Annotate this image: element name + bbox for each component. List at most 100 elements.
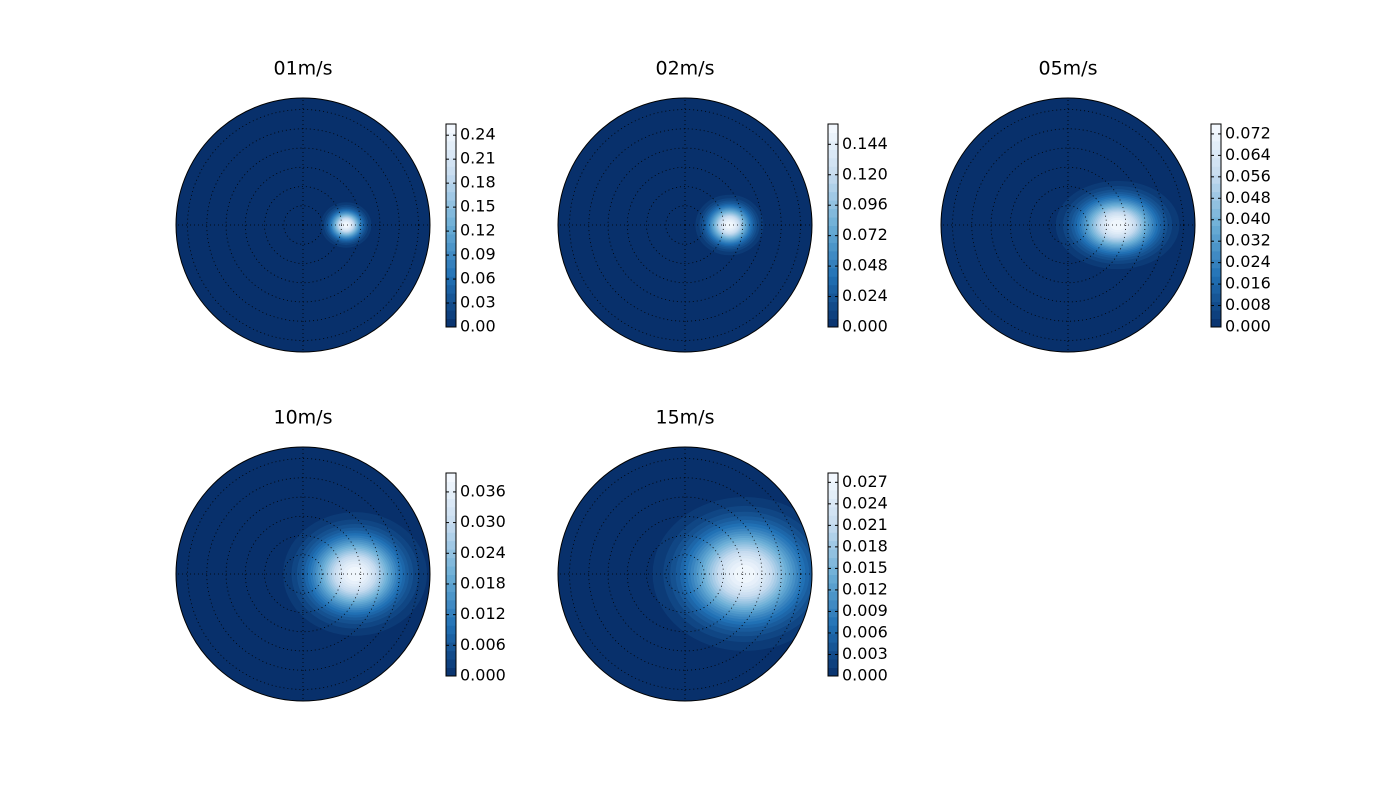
colorbar-band xyxy=(1211,276,1221,286)
colorbar-tick-label: 0.018 xyxy=(460,573,506,592)
colorbar-band xyxy=(1211,166,1221,176)
colorbar-band xyxy=(828,616,838,626)
contour-band xyxy=(343,222,350,228)
colorbar-band xyxy=(446,625,456,635)
colorbar-tick-label: 0.040 xyxy=(1225,209,1271,228)
colorbar-band xyxy=(828,650,838,660)
colorbar-band xyxy=(828,608,838,618)
colorbar-band xyxy=(446,217,456,226)
colorbar-band xyxy=(1211,157,1221,167)
colorbar-band xyxy=(446,267,456,277)
polar-grid-ring xyxy=(244,166,362,284)
polar-grid-ring xyxy=(646,535,724,613)
colorbar-band xyxy=(1211,183,1221,193)
colorbar-band xyxy=(446,582,456,592)
colorbar-frame xyxy=(827,123,839,328)
colorbar-band xyxy=(1211,225,1221,235)
colorbar-band xyxy=(828,191,838,201)
colorbar-tick-label: 0.120 xyxy=(842,164,888,183)
colorbar-band xyxy=(446,200,456,210)
polar-grid-ring xyxy=(569,458,801,690)
colorbar-band xyxy=(446,557,456,567)
colorbar-tick-label: 0.006 xyxy=(460,635,506,654)
colorbar-band xyxy=(446,642,456,652)
colorbar-tick-label: 0.06 xyxy=(460,269,496,288)
colorbar-band xyxy=(828,506,838,516)
polar-grid-ring xyxy=(665,554,705,594)
colorbar-band xyxy=(446,157,456,167)
contour-band xyxy=(734,565,756,583)
colorbar-band xyxy=(1211,149,1221,159)
colorbar-band xyxy=(1211,242,1221,252)
colorbar-band xyxy=(446,523,456,533)
colorbar-band xyxy=(1211,140,1221,150)
colorbar-band xyxy=(1211,233,1221,243)
colorbar-band xyxy=(1211,250,1221,260)
polar-grid-ring xyxy=(187,109,419,341)
colorbar-band xyxy=(1211,200,1221,210)
colorbar-band xyxy=(446,233,456,243)
colorbar-band xyxy=(828,174,838,184)
colorbar-band xyxy=(828,515,838,525)
colorbar-band xyxy=(828,582,838,592)
colorbar-band xyxy=(1211,259,1221,269)
polar-frame xyxy=(175,446,431,702)
colorbar-band xyxy=(828,473,838,482)
polar-grid-ring xyxy=(1029,186,1107,264)
colorbar-tick-label: 0.024 xyxy=(1225,252,1271,271)
colorbar-band xyxy=(1211,208,1221,218)
colorbar-band xyxy=(828,284,838,294)
colorbar-band xyxy=(828,301,838,311)
colorbar-tick-label: 0.027 xyxy=(842,472,888,491)
colorbar-band xyxy=(446,574,456,584)
polar-grid-ring xyxy=(283,554,323,594)
colorbar-band xyxy=(828,566,838,575)
colorbar-tick-label: 0.056 xyxy=(1225,166,1271,185)
colorbar-band xyxy=(1211,318,1221,328)
polar-grid-ring xyxy=(187,458,419,690)
colorbar-tick-label: 0.072 xyxy=(1225,123,1271,142)
colorbar-tick-label: 0.012 xyxy=(460,604,506,623)
colorbar-band xyxy=(828,549,838,559)
colorbar-tick-label: 0.003 xyxy=(842,644,888,663)
colorbar-band xyxy=(828,183,838,193)
polar-grid-ring xyxy=(283,205,323,245)
colorbar-band xyxy=(828,140,838,150)
colorbar-tick-label: 0.096 xyxy=(842,195,888,214)
polar-grid-ring xyxy=(1009,166,1127,284)
colorbar-tick-label: 0.008 xyxy=(1225,295,1271,314)
colorbar-frame xyxy=(827,472,839,677)
colorbar-tick-label: 0.000 xyxy=(1225,317,1271,336)
colorbar-band xyxy=(828,532,838,542)
colorbar-band xyxy=(828,233,838,243)
colorbar-band xyxy=(828,217,838,226)
colorbar-band xyxy=(828,318,838,328)
plot-title: 15m/s xyxy=(656,407,715,429)
colorbar-frame xyxy=(445,123,457,328)
colorbar-band xyxy=(828,574,838,584)
colorbar-band xyxy=(446,532,456,542)
plot-title: 02m/s xyxy=(656,58,715,80)
plot-title: 05m/s xyxy=(1039,58,1098,80)
colorbar-band xyxy=(1211,267,1221,277)
colorbar-band xyxy=(828,267,838,277)
colorbar-band xyxy=(1211,301,1221,311)
colorbar-band xyxy=(1211,293,1221,303)
colorbar-band xyxy=(446,293,456,303)
colorbar-band xyxy=(1211,124,1221,133)
colorbar-band xyxy=(446,276,456,286)
colorbar-tick-label: 0.09 xyxy=(460,245,496,264)
polar-frame xyxy=(557,446,813,702)
colorbar-band xyxy=(828,523,838,533)
colorbar-band xyxy=(446,242,456,252)
colorbar-band xyxy=(828,250,838,260)
colorbar-band xyxy=(446,183,456,193)
colorbar-tick-label: 0.048 xyxy=(1225,188,1271,207)
colorbar-band xyxy=(446,225,456,235)
polar-frame xyxy=(557,97,813,353)
colorbar-band xyxy=(828,157,838,167)
colorbar-band xyxy=(446,667,456,677)
polar-grid-ring xyxy=(569,109,801,341)
colorbar-band xyxy=(828,498,838,508)
colorbar-tick-label: 0.024 xyxy=(842,493,888,512)
